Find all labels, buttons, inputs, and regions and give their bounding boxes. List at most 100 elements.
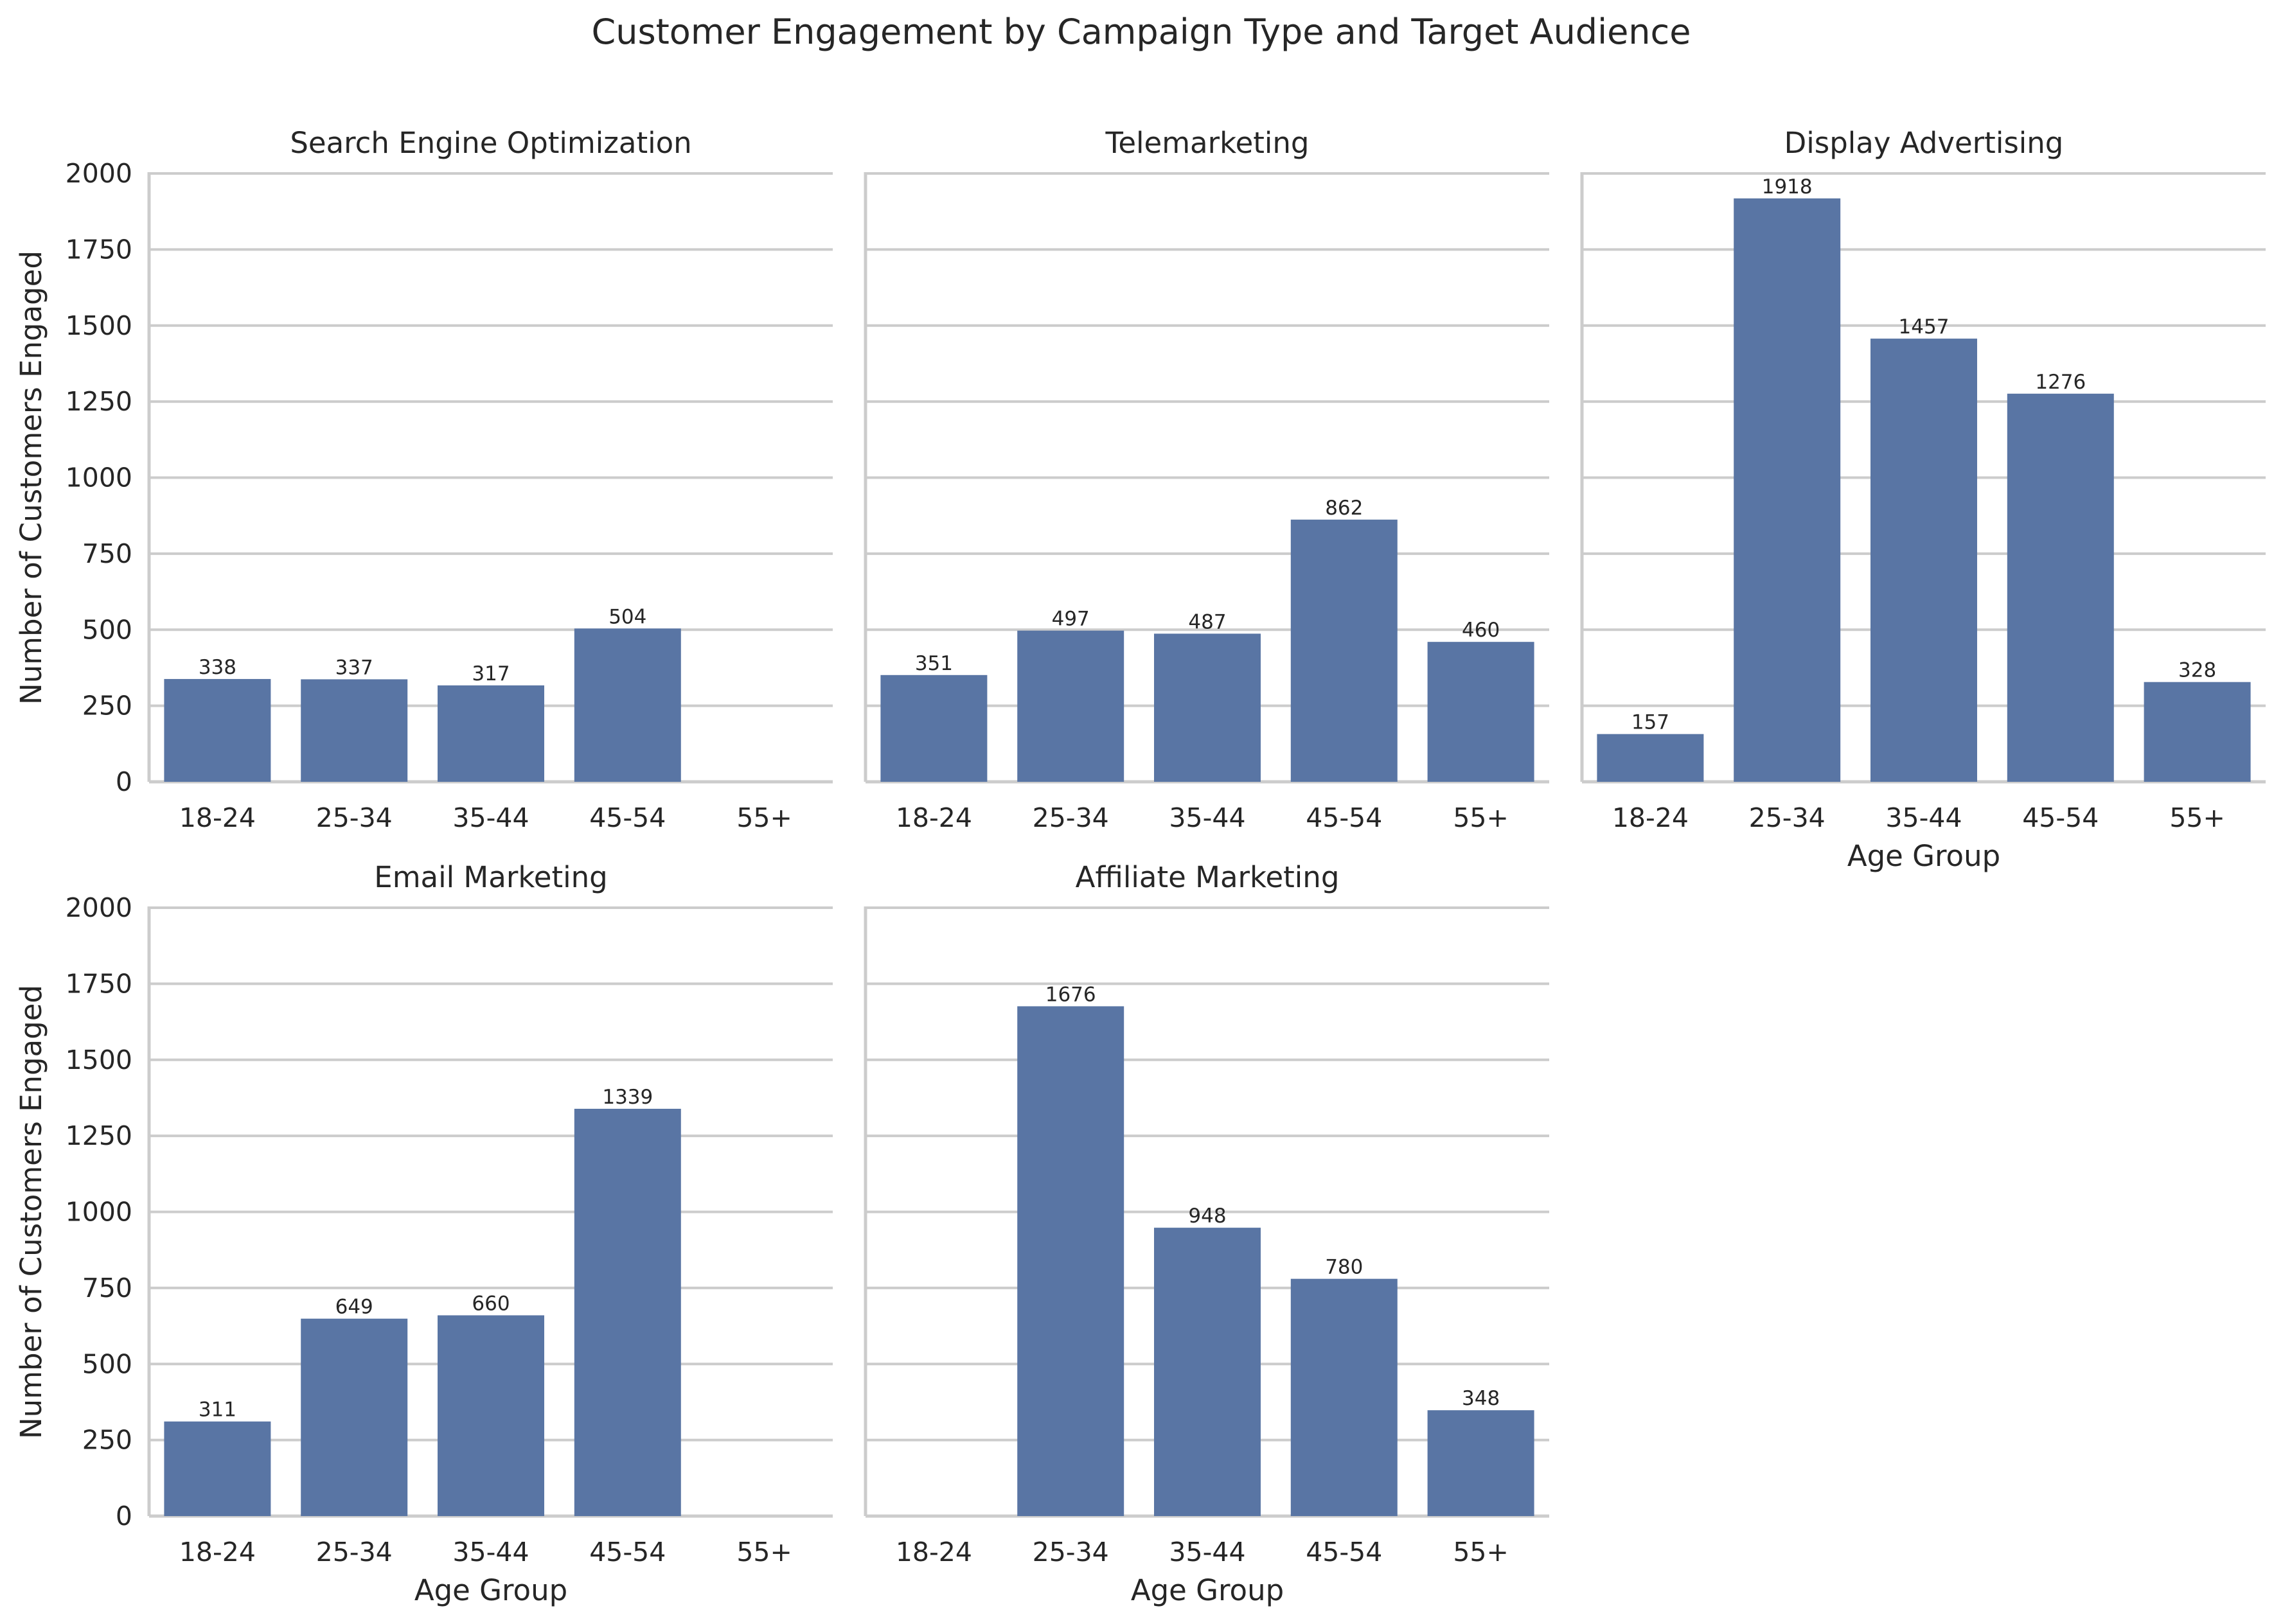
panel-2: Telemarketing 351 18-24 497 25-34 487 35-44 862… xyxy=(864,126,1549,833)
panel-title: Search Engine Optimization xyxy=(290,126,691,160)
data-label: 1276 xyxy=(2035,371,2086,394)
x-tick-label: 55+ xyxy=(1453,1537,1509,1567)
y-tick-label: 1750 xyxy=(66,234,132,265)
chart-title: Customer Engagement by Campaign Type and… xyxy=(592,12,1691,52)
x-tick-label: 18-24 xyxy=(896,1537,972,1567)
x-axis-label: Age Group xyxy=(414,1573,567,1607)
data-label: 351 xyxy=(915,652,953,675)
data-label: 487 xyxy=(1188,610,1226,633)
y-tick-label: 1000 xyxy=(66,463,132,493)
bar xyxy=(1870,339,1977,782)
y-axis-label: Number of Customers Engaged xyxy=(14,985,48,1439)
y-tick-label: 750 xyxy=(82,538,132,569)
x-tick-label: 35-44 xyxy=(1169,802,1245,833)
data-label: 460 xyxy=(1462,619,1500,642)
x-tick-label: 45-54 xyxy=(1306,1537,1382,1567)
y-tick-label: 1500 xyxy=(66,1045,132,1075)
y-tick-label: 1750 xyxy=(66,968,132,999)
bar xyxy=(1734,198,1841,782)
data-label: 649 xyxy=(335,1296,373,1319)
data-label: 497 xyxy=(1052,608,1090,631)
y-tick-label: 1500 xyxy=(66,310,132,341)
data-label: 660 xyxy=(472,1292,510,1315)
x-tick-label: 25-34 xyxy=(1033,1537,1109,1567)
bar xyxy=(1017,630,1124,782)
y-tick-label: 750 xyxy=(82,1273,132,1303)
x-tick-label: 35-44 xyxy=(1169,1537,1245,1567)
bar xyxy=(164,678,271,782)
y-tick-label: 0 xyxy=(116,1501,132,1531)
data-label: 862 xyxy=(1325,497,1363,520)
x-tick-label: 18-24 xyxy=(896,802,972,833)
data-label: 157 xyxy=(1631,711,1669,734)
y-tick-label: 1000 xyxy=(66,1197,132,1228)
x-tick-label: 35-44 xyxy=(1885,802,1962,833)
data-label: 1676 xyxy=(1045,983,1096,1006)
bar xyxy=(574,1108,681,1516)
bar xyxy=(880,675,988,782)
data-label: 311 xyxy=(199,1399,236,1422)
y-tick-label: 2000 xyxy=(66,158,132,189)
x-tick-label: 25-34 xyxy=(1033,802,1109,833)
y-tick-label: 1250 xyxy=(66,1120,132,1151)
y-tick-label: 2000 xyxy=(66,892,132,923)
y-tick-label: 500 xyxy=(82,1348,132,1379)
panel-title: Telemarketing xyxy=(1105,126,1310,160)
panel-1: Search Engine Optimization 0 250 500 750 1000… xyxy=(14,126,833,833)
y-tick-label: 500 xyxy=(82,614,132,645)
x-tick-label: 45-54 xyxy=(2022,802,2099,833)
bar xyxy=(1154,1228,1261,1516)
data-label: 948 xyxy=(1188,1205,1226,1228)
x-tick-label: 55+ xyxy=(736,1537,792,1567)
x-tick-label: 55+ xyxy=(1453,802,1509,833)
x-tick-label: 45-54 xyxy=(1306,802,1382,833)
data-label: 348 xyxy=(1462,1387,1500,1410)
data-label: 338 xyxy=(199,656,236,679)
data-label: 1457 xyxy=(1899,315,1950,339)
x-tick-label: 45-54 xyxy=(589,802,666,833)
x-tick-label: 35-44 xyxy=(452,1537,529,1567)
data-label: 328 xyxy=(2178,659,2216,682)
bar xyxy=(1290,1278,1398,1516)
x-tick-label: 18-24 xyxy=(179,1537,256,1567)
data-label: 1339 xyxy=(602,1086,653,1109)
x-tick-label: 25-34 xyxy=(316,1537,393,1567)
bar xyxy=(438,685,544,782)
panel-3: Display Advertising 157 18-24 1918 25-34 1457… xyxy=(1580,126,2266,873)
y-tick-label: 0 xyxy=(116,766,132,797)
y-axis-label: Number of Customers Engaged xyxy=(14,251,48,705)
bar xyxy=(301,679,408,782)
x-tick-label: 45-54 xyxy=(589,1537,666,1567)
data-label: 504 xyxy=(609,605,646,628)
bar xyxy=(301,1318,408,1516)
data-label: 337 xyxy=(335,656,373,679)
panel-title: Email Marketing xyxy=(374,860,607,894)
x-tick-label: 18-24 xyxy=(1612,802,1689,833)
bar xyxy=(438,1315,544,1516)
x-tick-label: 35-44 xyxy=(452,802,529,833)
x-tick-label: 25-34 xyxy=(316,802,393,833)
panel-4: Email Marketing 0 250 500 750 1000 1250 1500 175… xyxy=(14,860,833,1607)
x-tick-label: 18-24 xyxy=(179,802,256,833)
y-tick-label: 250 xyxy=(82,1425,132,1456)
bar xyxy=(1427,1410,1534,1516)
bar xyxy=(1597,734,1704,782)
bar xyxy=(2144,682,2251,782)
bar xyxy=(1427,642,1534,782)
data-label: 780 xyxy=(1325,1256,1363,1279)
x-tick-label: 55+ xyxy=(2169,802,2225,833)
y-tick-label: 250 xyxy=(82,691,132,721)
data-label: 1918 xyxy=(1762,175,1813,199)
x-axis-label: Age Group xyxy=(1847,839,2000,873)
bar xyxy=(1290,519,1398,782)
x-axis-label: Age Group xyxy=(1131,1573,1284,1607)
panel-title: Display Advertising xyxy=(1784,126,2064,160)
bar xyxy=(164,1421,271,1516)
panel-5: Affiliate Marketing 18-24 1676 25-34 948 35-4… xyxy=(864,860,1549,1607)
x-tick-label: 25-34 xyxy=(1749,802,1826,833)
y-tick-label: 1250 xyxy=(66,386,132,417)
bar xyxy=(574,628,681,782)
bar xyxy=(1154,633,1261,782)
x-tick-label: 55+ xyxy=(736,802,792,833)
